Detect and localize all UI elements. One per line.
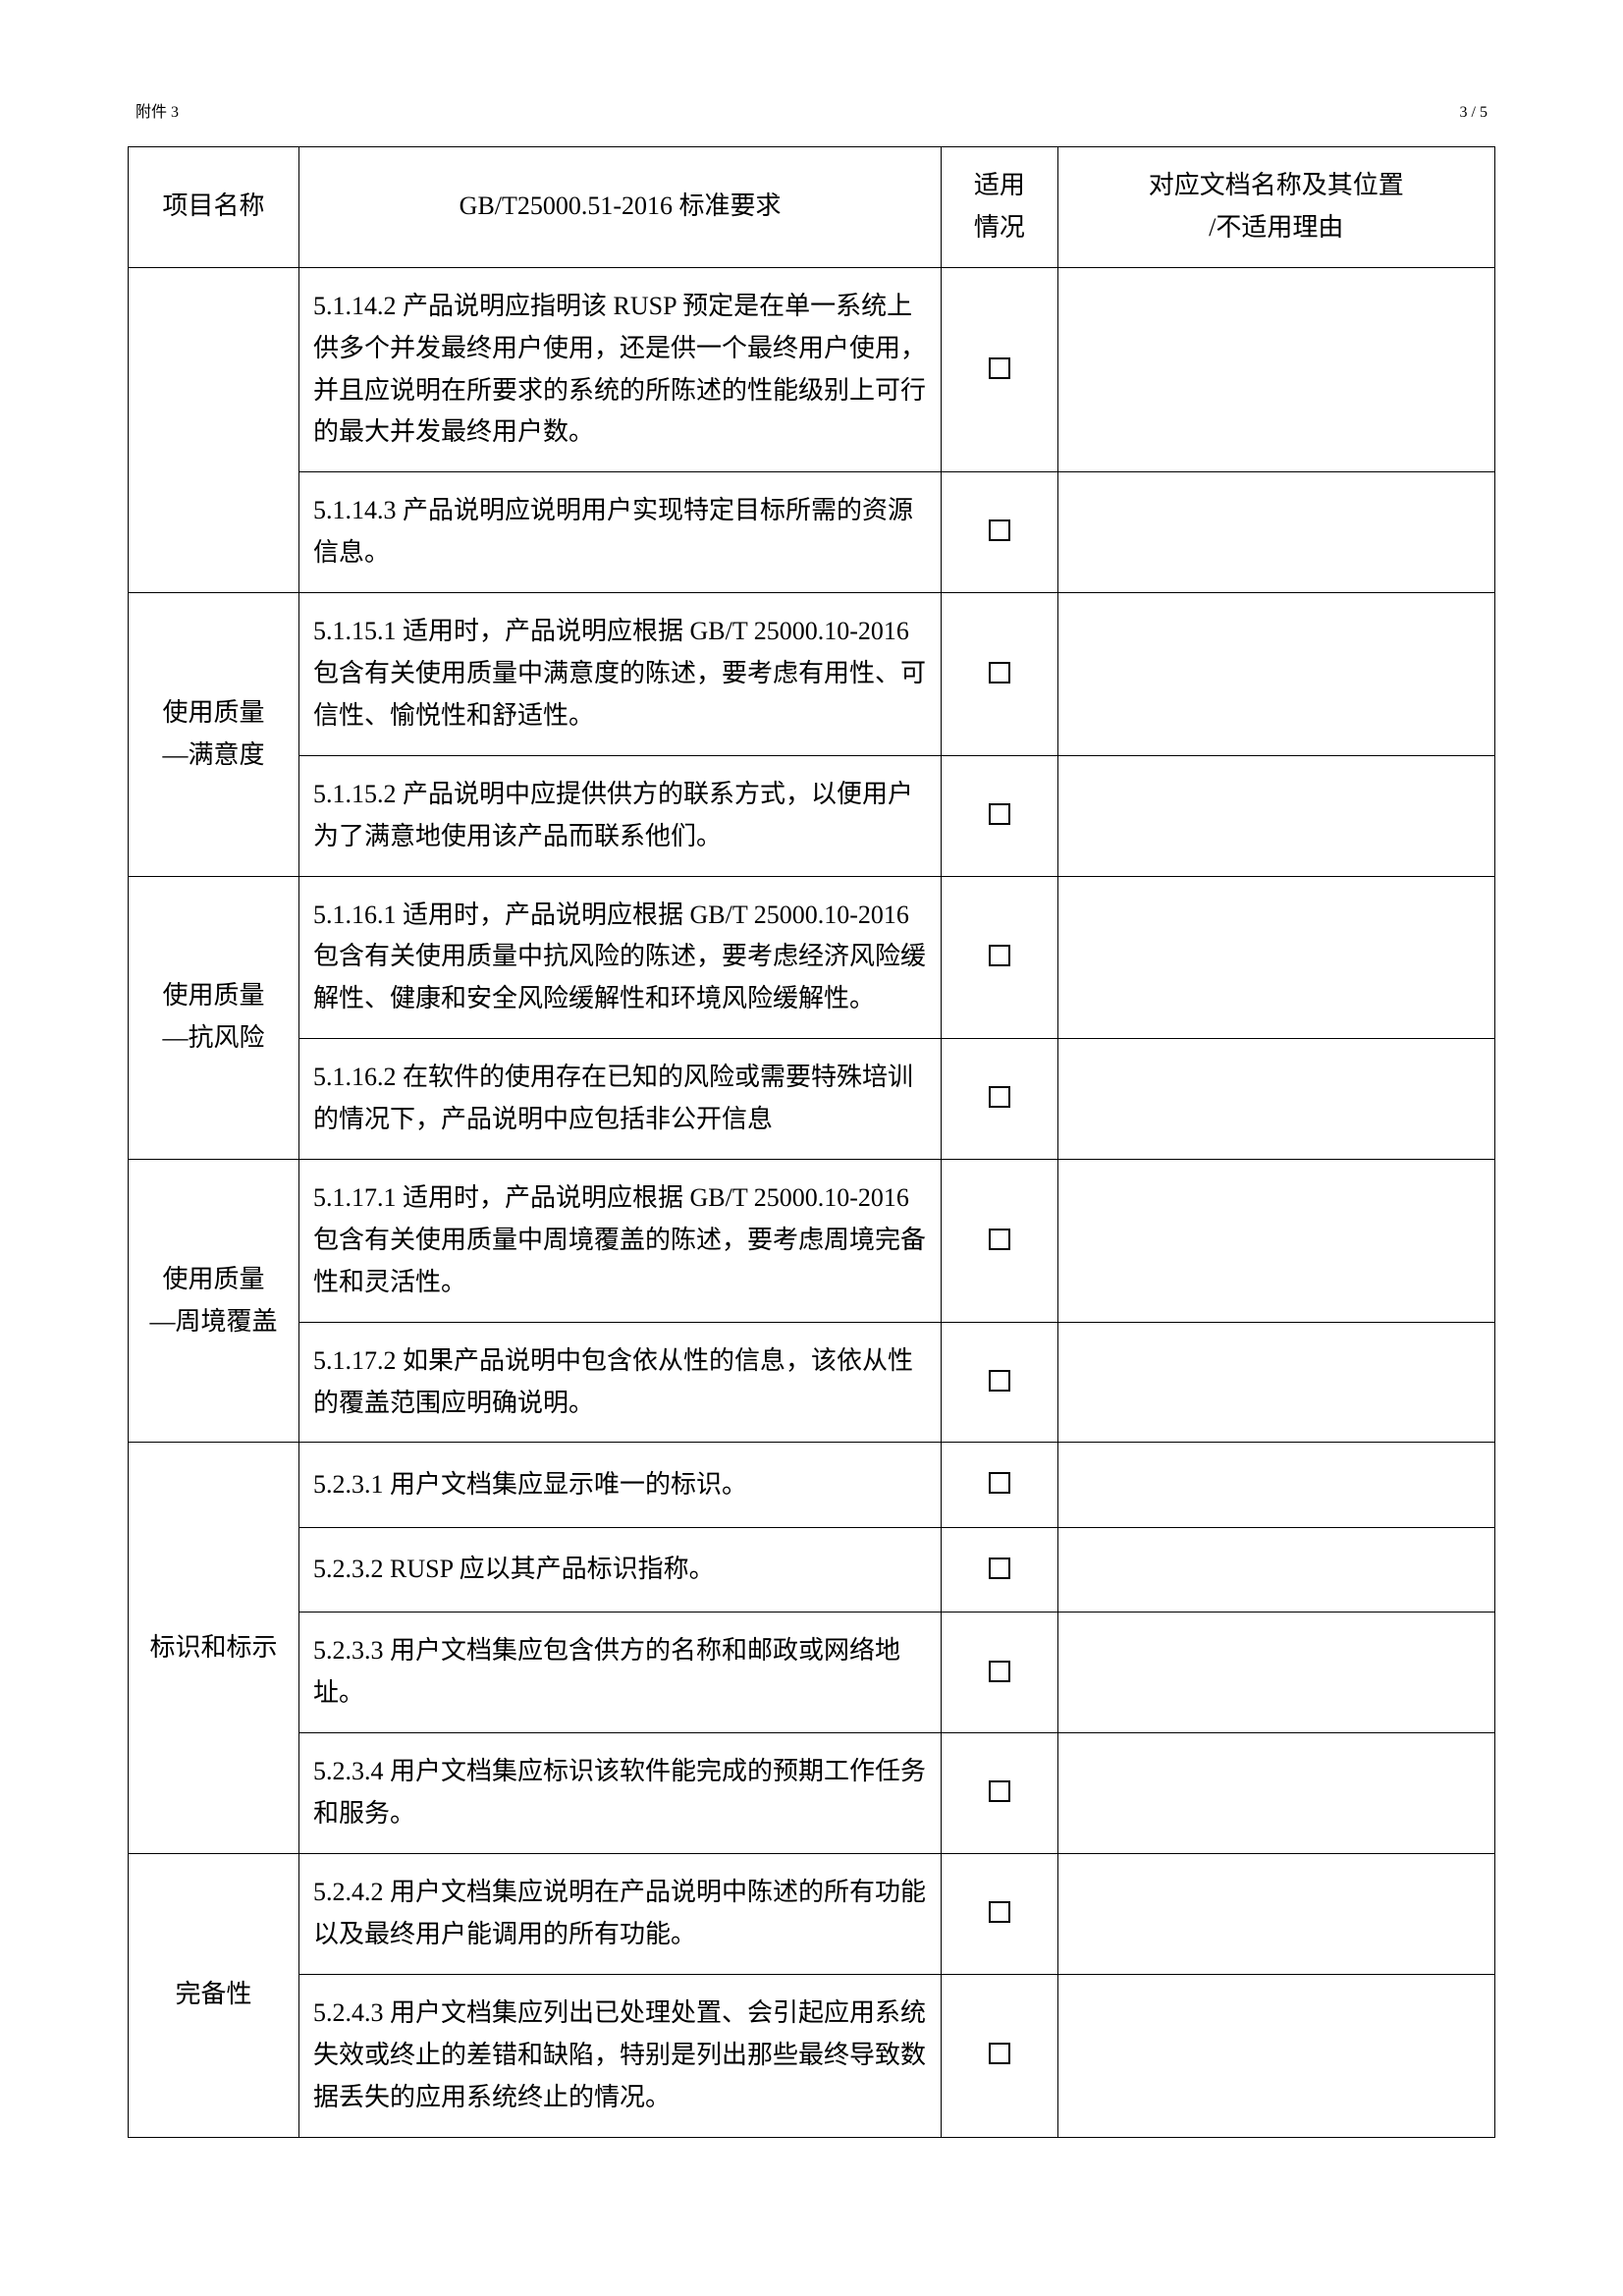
document-cell [1057,1160,1494,1323]
table-row: 使用质量 —满意度5.1.15.1 适用时，产品说明应根据 GB/T 25000… [129,593,1495,756]
requirement-cell: 5.1.16.1 适用时，产品说明应根据 GB/T 25000.10-2016 … [299,876,942,1039]
document-cell [1057,755,1494,876]
document-cell [1057,472,1494,593]
requirement-cell: 5.1.14.2 产品说明应指明该 RUSP 预定是在单一系统上供多个并发最终用… [299,267,942,472]
attachment-title: 附件 3 [135,98,179,122]
table-body: 5.1.14.2 产品说明应指明该 RUSP 预定是在单一系统上供多个并发最终用… [129,267,1495,2137]
checkbox-icon[interactable] [989,2043,1010,2064]
checkbox-icon[interactable] [989,1086,1010,1108]
checkbox-cell[interactable] [942,1613,1057,1733]
document-cell [1057,1613,1494,1733]
requirement-cell: 5.1.16.2 在软件的使用存在已知的风险或需要特殊培训的情况下，产品说明中应… [299,1039,942,1160]
checkbox-cell[interactable] [942,1527,1057,1613]
col-header-requirement: GB/T25000.51-2016 标准要求 [299,147,942,268]
category-cell: 完备性 [129,1854,299,2137]
requirement-cell: 5.2.4.2 用户文档集应说明在产品说明中陈述的所有功能以及最终用户能调用的所… [299,1854,942,1975]
checkbox-icon[interactable] [989,1229,1010,1250]
requirement-cell: 5.1.17.2 如果产品说明中包含依从性的信息，该依从性的覆盖范围应明确说明。 [299,1322,942,1443]
table-row: 5.2.3.3 用户文档集应包含供方的名称和邮政或网络地址。 [129,1613,1495,1733]
table-row: 5.2.3.4 用户文档集应标识该软件能完成的预期工作任务和服务。 [129,1733,1495,1854]
checkbox-cell[interactable] [942,1322,1057,1443]
checkbox-cell[interactable] [942,1160,1057,1323]
checkbox-cell[interactable] [942,472,1057,593]
requirement-cell: 5.1.15.2 产品说明中应提供供方的联系方式，以便用户为了满意地使用该产品而… [299,755,942,876]
col-header-applicable: 适用 情况 [942,147,1057,268]
col-header-name: 项目名称 [129,147,299,268]
requirement-cell: 5.1.14.3 产品说明应说明用户实现特定目标所需的资源信息。 [299,472,942,593]
checkbox-cell[interactable] [942,1443,1057,1528]
table-header-row: 项目名称 GB/T25000.51-2016 标准要求 适用 情况 对应文档名称… [129,147,1495,268]
checkbox-cell[interactable] [942,267,1057,472]
requirement-cell: 5.2.3.3 用户文档集应包含供方的名称和邮政或网络地址。 [299,1613,942,1733]
checkbox-icon[interactable] [989,1370,1010,1392]
checkbox-icon[interactable] [989,1661,1010,1682]
document-cell [1057,1322,1494,1443]
requirement-cell: 5.1.17.1 适用时，产品说明应根据 GB/T 25000.10-2016 … [299,1160,942,1323]
checkbox-cell[interactable] [942,1974,1057,2137]
checkbox-icon[interactable] [989,1558,1010,1579]
document-cell [1057,1854,1494,1975]
requirement-cell: 5.1.15.1 适用时，产品说明应根据 GB/T 25000.10-2016 … [299,593,942,756]
requirement-cell: 5.2.3.4 用户文档集应标识该软件能完成的预期工作任务和服务。 [299,1733,942,1854]
table-row: 5.1.14.3 产品说明应说明用户实现特定目标所需的资源信息。 [129,472,1495,593]
checkbox-cell[interactable] [942,1733,1057,1854]
category-cell: 使用质量 —抗风险 [129,876,299,1159]
standards-table: 项目名称 GB/T25000.51-2016 标准要求 适用 情况 对应文档名称… [128,146,1495,2138]
document-cell [1057,876,1494,1039]
checkbox-icon[interactable] [989,1901,1010,1923]
category-cell: 使用质量 —满意度 [129,593,299,876]
document-cell [1057,1527,1494,1613]
category-cell: 使用质量 —周境覆盖 [129,1160,299,1443]
checkbox-cell[interactable] [942,1854,1057,1975]
checkbox-icon[interactable] [989,803,1010,825]
checkbox-icon[interactable] [989,519,1010,541]
requirement-cell: 5.2.3.2 RUSP 应以其产品标识指称。 [299,1527,942,1613]
document-cell [1057,593,1494,756]
checkbox-icon[interactable] [989,1780,1010,1802]
checkbox-icon[interactable] [989,357,1010,379]
table-row: 5.1.17.2 如果产品说明中包含依从性的信息，该依从性的覆盖范围应明确说明。 [129,1322,1495,1443]
checkbox-icon[interactable] [989,662,1010,683]
page-number: 3 / 5 [1460,104,1488,122]
table-row: 5.1.15.2 产品说明中应提供供方的联系方式，以便用户为了满意地使用该产品而… [129,755,1495,876]
table-row: 使用质量 —抗风险5.1.16.1 适用时，产品说明应根据 GB/T 25000… [129,876,1495,1039]
table-row: 标识和标示5.2.3.1 用户文档集应显示唯一的标识。 [129,1443,1495,1528]
checkbox-icon[interactable] [989,1472,1010,1494]
document-cell [1057,1733,1494,1854]
col-header-document: 对应文档名称及其位置 /不适用理由 [1057,147,1494,268]
category-cell: 标识和标示 [129,1443,299,1854]
page-header: 附件 3 3 / 5 [128,98,1495,122]
table-row: 使用质量 —周境覆盖5.1.17.1 适用时，产品说明应根据 GB/T 2500… [129,1160,1495,1323]
checkbox-cell[interactable] [942,876,1057,1039]
category-cell [129,267,299,592]
checkbox-cell[interactable] [942,1039,1057,1160]
table-row: 5.2.3.2 RUSP 应以其产品标识指称。 [129,1527,1495,1613]
checkbox-cell[interactable] [942,593,1057,756]
document-cell [1057,1443,1494,1528]
table-row: 5.2.4.3 用户文档集应列出已处理处置、会引起应用系统失效或终止的差错和缺陷… [129,1974,1495,2137]
requirement-cell: 5.2.4.3 用户文档集应列出已处理处置、会引起应用系统失效或终止的差错和缺陷… [299,1974,942,2137]
requirement-cell: 5.2.3.1 用户文档集应显示唯一的标识。 [299,1443,942,1528]
checkbox-cell[interactable] [942,755,1057,876]
table-row: 5.1.16.2 在软件的使用存在已知的风险或需要特殊培训的情况下，产品说明中应… [129,1039,1495,1160]
table-row: 5.1.14.2 产品说明应指明该 RUSP 预定是在单一系统上供多个并发最终用… [129,267,1495,472]
table-row: 完备性5.2.4.2 用户文档集应说明在产品说明中陈述的所有功能以及最终用户能调… [129,1854,1495,1975]
document-cell [1057,1974,1494,2137]
document-cell [1057,1039,1494,1160]
checkbox-icon[interactable] [989,945,1010,966]
document-cell [1057,267,1494,472]
